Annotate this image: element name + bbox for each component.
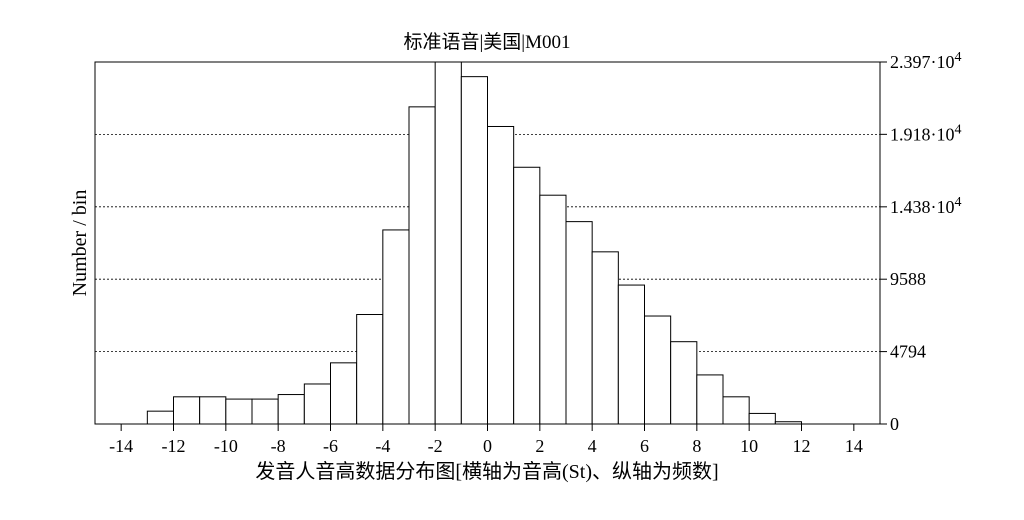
histogram-bar xyxy=(748,412,776,425)
histogram-bar xyxy=(460,76,489,425)
histogram-bar xyxy=(146,410,174,425)
histogram-bar xyxy=(644,315,672,425)
x-tick-label: -6 xyxy=(323,436,338,456)
histogram-bars xyxy=(146,61,802,425)
x-tick-label: 4 xyxy=(588,436,597,456)
histogram-bar xyxy=(591,251,619,425)
chart-title: 标准语音|美国|M001 xyxy=(403,31,570,53)
histogram-bar xyxy=(303,383,332,425)
x-tick-label: 12 xyxy=(793,436,811,456)
x-tick-label: 14 xyxy=(845,436,863,456)
histogram-bar xyxy=(513,166,541,425)
histogram-bar xyxy=(356,314,384,425)
x-tick-label: 2 xyxy=(535,436,544,456)
y-tick-label: 2.397·104 xyxy=(890,50,962,72)
histogram-bar xyxy=(277,394,305,425)
histogram-bar xyxy=(225,398,253,425)
x-axis-title: 发音人音高数据分布图[横轴为音高(St)、纵轴为频数] xyxy=(255,460,718,483)
x-tick-label: 8 xyxy=(692,436,701,456)
histogram-bar xyxy=(382,229,410,425)
histogram-bar xyxy=(330,362,358,425)
histogram-bar xyxy=(199,396,227,425)
x-tick-label: -2 xyxy=(428,436,443,456)
y-axis-ticks: 0 4794 9588 1.438·104 1.918·104 2.397·104 xyxy=(880,50,962,434)
y-tick-label: 9588 xyxy=(890,269,926,289)
x-tick-label: 6 xyxy=(640,436,649,456)
histogram-bar xyxy=(539,194,567,425)
histogram-bar xyxy=(251,398,279,425)
x-tick-label: -8 xyxy=(271,436,286,456)
histogram-bar xyxy=(565,221,593,425)
x-tick-label: -12 xyxy=(162,436,186,456)
y-tick-label: 4794 xyxy=(890,342,926,362)
y-tick-label: 0 xyxy=(890,414,899,434)
histogram-bar xyxy=(617,284,645,425)
histogram-bar xyxy=(434,61,462,425)
x-tick-label: 0 xyxy=(483,436,492,456)
x-tick-label: 10 xyxy=(740,436,758,456)
y-axis-title: Number / bin xyxy=(69,190,91,297)
x-tick-label: -10 xyxy=(214,436,238,456)
histogram-bar xyxy=(173,396,201,425)
histogram-bar xyxy=(722,396,750,425)
y-tick-label: 1.918·104 xyxy=(890,122,962,144)
histogram-bar xyxy=(696,374,724,425)
histogram-bar xyxy=(487,125,515,425)
histogram-bar xyxy=(670,341,698,425)
x-axis-ticks: -14 -12 -10 -8 -6 -4 -2 0 2 4 6 8 10 12 14 xyxy=(109,424,863,456)
y-tick-label: 1.438·104 xyxy=(890,195,962,217)
x-tick-label: -14 xyxy=(109,436,133,456)
histogram-bar xyxy=(408,106,436,425)
x-tick-label: -4 xyxy=(375,436,390,456)
